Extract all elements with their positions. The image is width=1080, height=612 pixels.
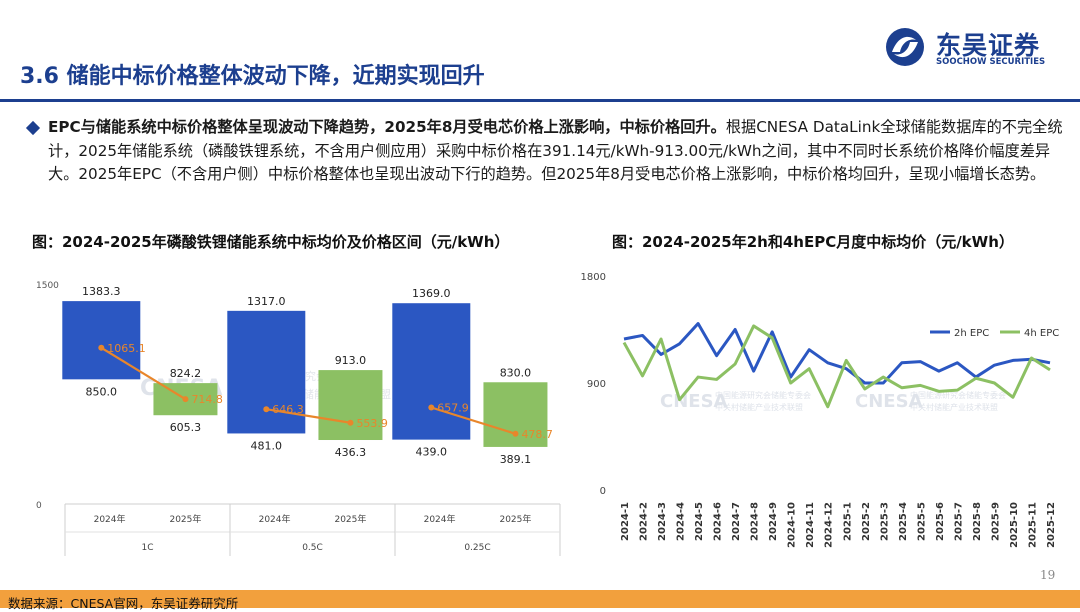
data-source: 数据来源：CNESA官网，东吴证券研究所 [8, 596, 239, 611]
bar-low-label: 481.0 [251, 439, 283, 452]
category-label: 2024年 [424, 513, 456, 525]
page-number: 19 [1040, 568, 1056, 582]
x-tick-label: 2025-2 [861, 502, 872, 541]
average-price-point [263, 406, 270, 413]
average-price-label: 478.7 [521, 428, 553, 441]
group-label: 1C [141, 543, 153, 553]
bar-high-label: 1369.0 [412, 287, 451, 300]
x-tick-label: 2024-4 [676, 502, 687, 541]
range-bar [62, 301, 141, 380]
range-bar [318, 370, 383, 441]
x-tick-label: 2024-9 [768, 502, 779, 541]
x-tick-label: 2025-5 [916, 502, 927, 541]
x-tick-label: 2025-9 [990, 502, 1001, 541]
page-title: 3.6 储能中标价格整体波动下降，近期实现回升 [20, 64, 485, 89]
bullet-diamond-icon [25, 120, 41, 136]
series-line-2h-epc [623, 322, 1051, 385]
title-divider [0, 99, 1080, 102]
group-label: 0.5C [302, 543, 323, 553]
average-price-point [428, 404, 435, 411]
category-label: 2025年 [499, 513, 531, 525]
y-tick-label: 1500 [36, 281, 59, 291]
x-tick-label: 2025-8 [972, 502, 983, 541]
summary-rest: 根据CNESA DataLink全球储能数据库的不完全统计，2025年储能系统（… [48, 118, 1063, 183]
x-tick-label: 2025-7 [953, 502, 964, 541]
y-tick-label: 900 [587, 379, 606, 390]
category-label: 2025年 [169, 513, 201, 525]
average-price-label: 646.3 [272, 403, 304, 416]
average-price-line [430, 406, 516, 435]
bar-low-label: 439.0 [416, 446, 448, 459]
watermark-logo-text: CNESA [855, 391, 923, 412]
x-tick-label: 2024-11 [805, 502, 816, 548]
x-tick-label: 2024-6 [713, 502, 724, 541]
x-tick-label: 2025-6 [935, 502, 946, 541]
soochow-logo-icon [886, 28, 924, 66]
left-chart-caption: 图：2024-2025年磷酸铁锂储能系统中标均价及价格区间（元/kWh） [32, 233, 510, 251]
group-label: 0.25C [464, 543, 490, 553]
footer-bar [0, 590, 1080, 608]
x-tick-label: 2024-12 [824, 502, 835, 548]
bar-low-label: 436.3 [335, 446, 367, 459]
bar-high-label: 830.0 [500, 366, 532, 379]
average-price-point [98, 344, 105, 351]
y-tick-label: 1800 [581, 272, 606, 283]
average-price-label: 553.9 [356, 417, 388, 430]
x-tick-label: 2024-8 [750, 502, 761, 541]
summary-paragraph: EPC与储能系统中标价格整体呈现波动下降趋势，2025年8月受电芯价格上涨影响，… [48, 116, 1068, 187]
category-label: 2024年 [94, 513, 126, 525]
bar-high-label: 1317.0 [247, 295, 286, 308]
x-tick-label: 2024-10 [787, 502, 798, 548]
watermark-text: 中国能源研究会储能专委会 [715, 390, 811, 400]
logo-name-en: SOOCHOW SECURITIES [936, 57, 1046, 67]
watermark-logo-text: CNESA [660, 391, 728, 412]
storage-system-price-chart: CNESA中国能源研究会储能专委会中关村储能产业技术联盟150001C2024年… [36, 281, 561, 556]
bar-low-label: 850.0 [86, 385, 118, 398]
x-tick-label: 2025-3 [879, 502, 890, 541]
legend-label: 4h EPC [1024, 328, 1059, 339]
x-tick-label: 2025-12 [1046, 502, 1057, 548]
watermark-text: 中关村储能产业技术联盟 [715, 402, 803, 412]
bar-high-label: 1383.3 [82, 285, 121, 298]
bar-high-label: 913.0 [335, 354, 367, 367]
y-tick-label: 0 [36, 501, 42, 511]
category-label: 2024年 [259, 513, 291, 525]
x-tick-label: 2025-4 [898, 502, 909, 541]
average-price-label: 714.8 [191, 393, 223, 406]
bar-low-label: 389.1 [500, 453, 532, 466]
x-tick-label: 2025-1 [842, 502, 853, 541]
range-bar [392, 303, 471, 440]
category-label: 2025年 [334, 513, 366, 525]
watermark-text: 中关村储能产业技术联盟 [910, 402, 998, 412]
x-tick-label: 2025-11 [1027, 502, 1038, 548]
right-chart-caption: 图：2024-2025年2h和4hEPC月度中标均价（元/kWh） [612, 233, 1014, 251]
legend-label: 2h EPC [954, 328, 989, 339]
bar-high-label: 824.2 [170, 367, 202, 380]
bar-low-label: 605.3 [170, 421, 202, 434]
average-price-point [512, 430, 519, 437]
x-tick-label: 2025-10 [1009, 502, 1020, 548]
x-tick-label: 2024-1 [620, 502, 631, 541]
y-tick-label: 0 [600, 486, 606, 497]
average-price-line [266, 408, 351, 424]
average-price-line [100, 346, 187, 401]
logo-name-cn: 东吴证券 [936, 31, 1041, 60]
average-price-label: 657.9 [437, 402, 469, 415]
x-tick-label: 2024-2 [639, 502, 650, 541]
summary-bold: EPC与储能系统中标价格整体呈现波动下降趋势，2025年8月受电芯价格上涨影响，… [48, 118, 726, 136]
x-tick-label: 2024-7 [731, 502, 742, 541]
x-tick-label: 2024-5 [694, 502, 705, 541]
average-price-point [182, 396, 189, 403]
average-price-point [347, 419, 354, 426]
company-logo: 东吴证券 SOOCHOW SECURITIES [884, 26, 1054, 74]
average-price-label: 1065.1 [107, 342, 146, 355]
series-line-4h-epc [622, 324, 1051, 409]
watermark-text: 中国能源研究会储能专委会 [910, 390, 1006, 400]
x-tick-label: 2024-3 [657, 502, 668, 541]
